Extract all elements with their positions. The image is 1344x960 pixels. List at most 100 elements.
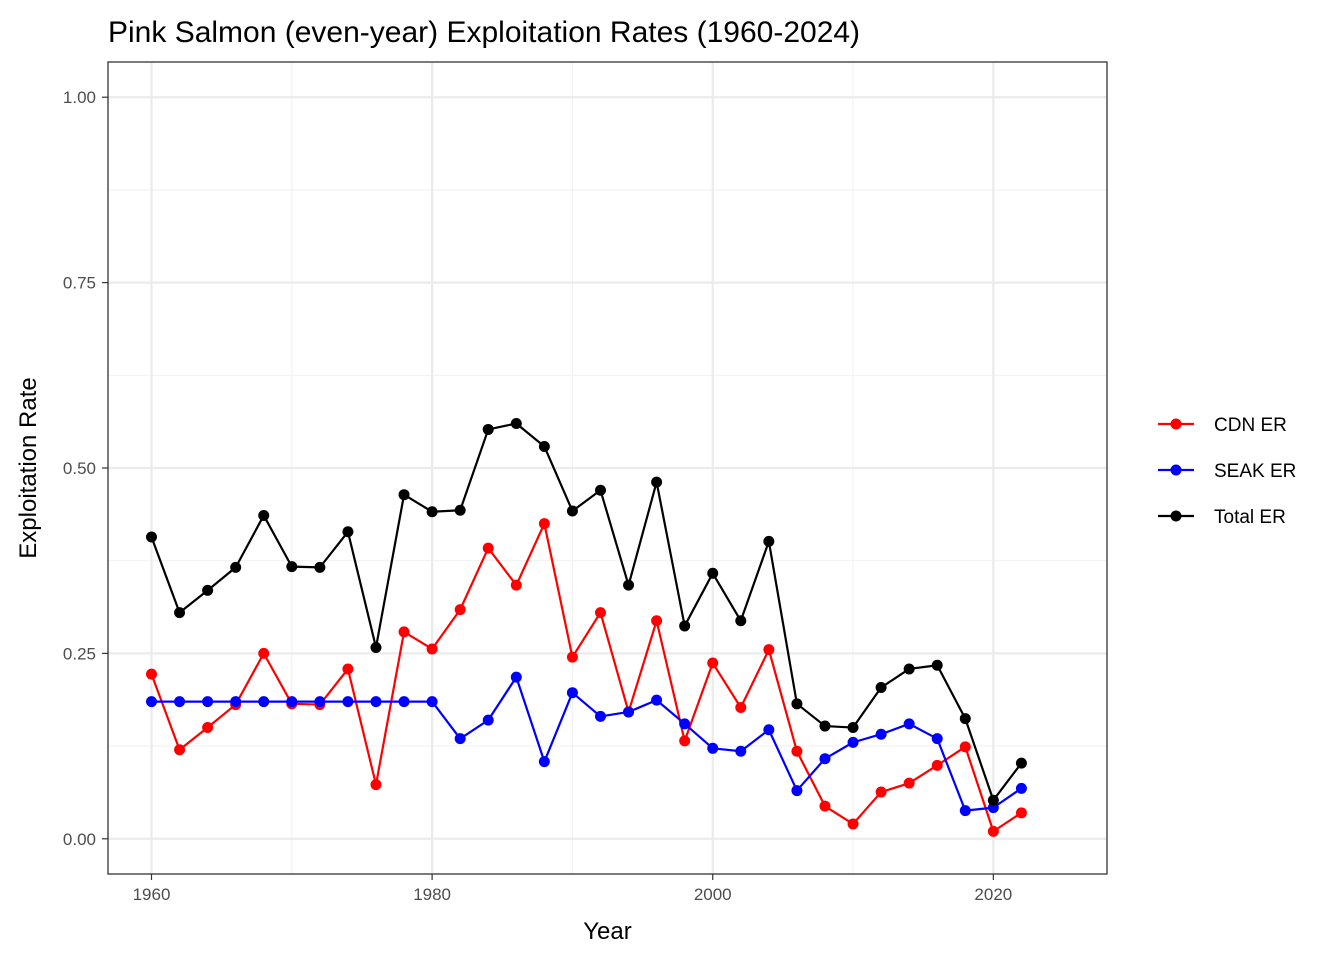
data-point [959, 741, 971, 753]
data-point [314, 696, 326, 708]
data-point [594, 710, 606, 722]
legend-label: SEAK ER [1214, 461, 1296, 482]
data-point [286, 696, 298, 708]
x-axis-label: Year [583, 918, 632, 945]
data-point [1015, 782, 1027, 794]
data-point [875, 786, 887, 798]
data-point [482, 542, 494, 554]
data-point [594, 484, 606, 496]
data-point [145, 531, 157, 543]
y-tick-label: 0.75 [63, 274, 96, 293]
data-point [987, 794, 999, 806]
data-point [623, 706, 635, 718]
data-point [202, 584, 214, 596]
data-point [566, 687, 578, 699]
data-point [763, 724, 775, 736]
x-tick-label: 1980 [413, 885, 451, 904]
data-point [370, 696, 382, 708]
data-point [931, 659, 943, 671]
data-point [707, 742, 719, 754]
legend-key-point [1170, 418, 1182, 430]
x-tick-label: 1960 [133, 885, 171, 904]
data-point [819, 753, 831, 765]
data-point [258, 647, 270, 659]
legend-label: Total ER [1214, 507, 1286, 528]
x-tick-label: 2020 [974, 885, 1012, 904]
data-point [651, 615, 663, 627]
series-layer [145, 418, 1027, 837]
data-point [735, 745, 747, 757]
data-point [903, 663, 915, 675]
data-point [1015, 807, 1027, 819]
data-point [426, 696, 438, 708]
data-point [454, 504, 466, 516]
data-point [1015, 757, 1027, 769]
data-point [174, 607, 186, 619]
data-point [763, 535, 775, 547]
data-point [370, 779, 382, 791]
data-point [679, 735, 691, 747]
y-axis-label: Exploitation Rate [15, 377, 42, 558]
legend-item: CDN ER [1158, 415, 1287, 436]
data-point [679, 718, 691, 730]
data-point [454, 604, 466, 616]
data-point [707, 657, 719, 669]
x-tick-label: 2000 [694, 885, 732, 904]
data-point [959, 713, 971, 725]
legend-key-point [1170, 464, 1182, 476]
legend-item: Total ER [1158, 507, 1286, 528]
data-point [875, 728, 887, 740]
data-point [482, 714, 494, 726]
legend: CDN ER SEAK ER Total ER [1158, 415, 1296, 528]
data-point [145, 696, 157, 708]
data-point [566, 651, 578, 663]
data-point [987, 825, 999, 837]
data-point [735, 702, 747, 714]
data-point [230, 561, 242, 573]
legend-item: SEAK ER [1158, 461, 1296, 482]
data-point [538, 518, 550, 530]
data-point [258, 509, 270, 521]
data-point [258, 696, 270, 708]
data-point [202, 722, 214, 734]
data-point [847, 736, 859, 748]
data-point [398, 696, 410, 708]
data-point [875, 681, 887, 693]
data-point [314, 561, 326, 573]
data-point [819, 800, 831, 812]
data-point [679, 620, 691, 632]
data-point [286, 561, 298, 573]
data-point [735, 615, 747, 627]
data-point [342, 526, 354, 538]
data-point [931, 733, 943, 745]
data-point [903, 777, 915, 789]
data-point [538, 756, 550, 768]
data-point [510, 418, 522, 430]
data-point [651, 694, 663, 706]
data-point [931, 759, 943, 771]
data-point [791, 698, 803, 710]
data-point [426, 643, 438, 655]
data-point [398, 489, 410, 501]
data-point [510, 671, 522, 683]
y-tick-label: 1.00 [63, 88, 96, 107]
y-tick-label: 0.50 [63, 459, 96, 478]
y-tick-label: 0.25 [63, 644, 96, 663]
data-point [174, 744, 186, 756]
data-point [847, 818, 859, 830]
data-point [819, 720, 831, 732]
y-tick-label: 0.00 [63, 830, 96, 849]
data-point [791, 745, 803, 757]
data-point [454, 733, 466, 745]
data-point [342, 663, 354, 675]
chart-title: Pink Salmon (even-year) Exploitation Rat… [108, 16, 860, 49]
axes-layer: 1960 1980 2000 2020 0.00 0.25 0.50 0.75 1.00 [63, 88, 1012, 904]
data-point [370, 641, 382, 653]
legend-label: CDN ER [1214, 415, 1287, 436]
data-point [510, 579, 522, 591]
data-point [651, 476, 663, 488]
data-point [763, 644, 775, 656]
data-point [538, 440, 550, 452]
